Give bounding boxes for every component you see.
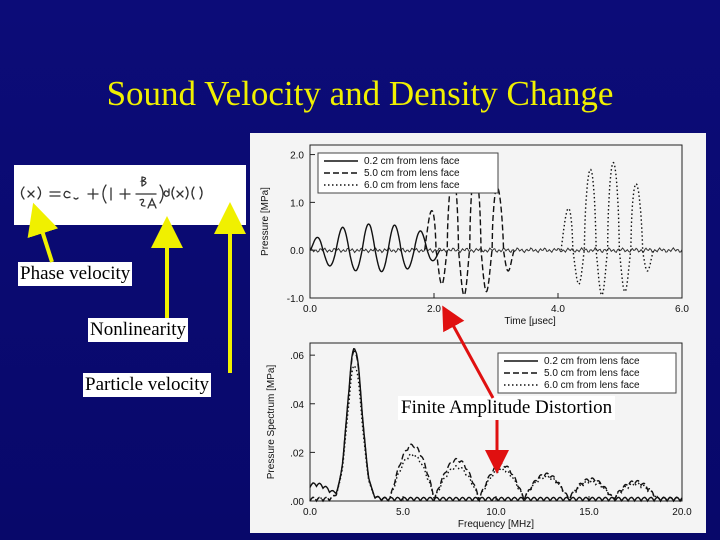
bottom-legend-entry: 5.0 cm from lens face <box>544 368 640 379</box>
top-x-axis-label: Time [μsec] <box>504 316 556 327</box>
bottom-x-tick: 20.0 <box>672 507 692 518</box>
bottom-y-tick: .00 <box>290 497 304 508</box>
top-x-tick: 2.0 <box>427 304 441 315</box>
top-series-line <box>309 223 441 273</box>
top-chart-frame <box>309 144 683 299</box>
top-legend-entry: 0.2 cm from lens face <box>364 156 460 167</box>
equation-drawing <box>20 176 203 209</box>
bottom-y-tick: .02 <box>290 448 304 459</box>
bottom-y-axis-label: Pressure Spectrum [MPa] <box>266 365 277 480</box>
top-x-tick: 0.0 <box>303 304 317 315</box>
bottom-legend-entry: 0.2 cm from lens face <box>544 356 640 367</box>
top-x-tick: 6.0 <box>675 304 689 315</box>
nonlinearity-label: Nonlinearity <box>88 318 189 342</box>
bottom-x-tick: 15.0 <box>579 507 599 518</box>
bottom-x-axis-label: Frequency [MHz] <box>458 519 534 530</box>
bottom-legend-entry: 6.0 cm from lens face <box>544 380 640 391</box>
top-y-tick: 1.0 <box>290 198 304 209</box>
top-series-line <box>560 161 655 296</box>
top-legend-entry: 6.0 cm from lens face <box>364 180 460 191</box>
finite-amplitude-label: Finite Amplitude Distortion <box>398 396 616 420</box>
bottom-x-tick: 5.0 <box>396 507 410 518</box>
top-y-tick: -1.0 <box>287 294 305 305</box>
top-y-axis-label: Pressure [MPa] <box>260 187 271 256</box>
slide-title: Sound Velocity and Density Change <box>106 74 614 113</box>
bottom-series-line <box>309 364 683 503</box>
top-y-tick: 2.0 <box>290 151 304 162</box>
top-x-tick: 4.0 <box>551 304 565 315</box>
distortion-arrow-time <box>442 305 495 399</box>
phase-velocity-arrow <box>27 202 59 263</box>
figure-panel: 2.0 1.0 0.0 -1.0 0.0 2.0 4.0 6.0 Pressure [MPa] T… <box>250 133 706 533</box>
bottom-y-tick: .06 <box>290 351 304 362</box>
top-y-tick: 0.0 <box>290 246 304 257</box>
top-legend-entry: 5.0 cm from lens face <box>364 168 460 179</box>
bottom-x-tick: 10.0 <box>486 507 506 518</box>
phase-velocity-label: Phase velocity <box>18 262 133 286</box>
bottom-x-tick: 0.0 <box>303 507 317 518</box>
bottom-y-tick: .04 <box>290 400 304 411</box>
particle-velocity-label: Particle velocity <box>83 373 211 397</box>
